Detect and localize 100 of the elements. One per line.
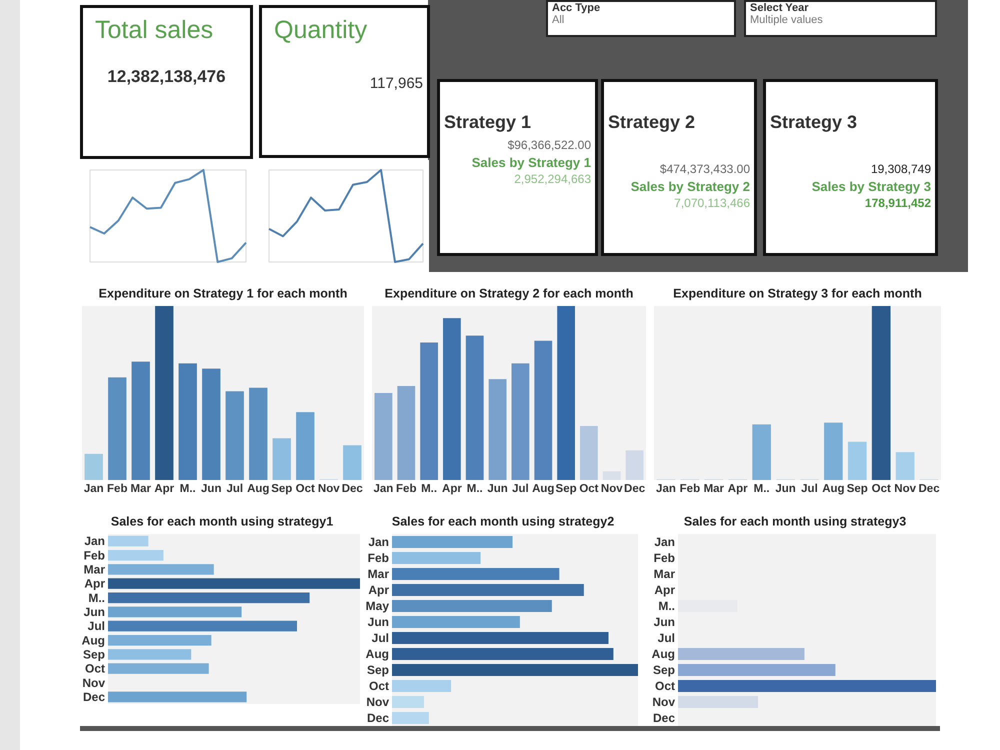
text: 117,965 — [368, 75, 424, 92]
x-tick-label: Dec — [342, 483, 364, 495]
y-tick-label: Sep — [82, 647, 105, 662]
bar — [397, 386, 416, 480]
x-tick-label: Jun — [775, 483, 796, 495]
bar — [155, 306, 174, 480]
y-tick-label: Jan — [654, 535, 675, 549]
y-tick-label: Jun — [368, 615, 389, 629]
x-tick-label: Dec — [918, 483, 940, 495]
bar — [626, 450, 644, 480]
y-tick-label: May — [366, 599, 390, 613]
bar — [108, 536, 148, 546]
bar — [108, 377, 126, 480]
bar — [108, 663, 209, 674]
bar — [678, 696, 758, 708]
y-tick-label: Oct — [84, 662, 105, 676]
y-tick-label: Apr — [368, 583, 390, 597]
x-tick-label: Jul — [512, 483, 529, 495]
text: Select Year — [750, 2, 810, 14]
x-tick-label: Aug — [532, 483, 554, 495]
x-tick-label: M.. — [421, 483, 438, 495]
bar — [84, 454, 103, 480]
bar — [343, 445, 362, 480]
y-tick-label: Jan — [84, 534, 105, 548]
y-tick-label: Dec — [366, 711, 390, 725]
x-tick-label: Sep — [271, 483, 292, 495]
y-tick-label: Mar — [654, 567, 676, 581]
x-tick-label: Mar — [130, 483, 152, 495]
text: All — [552, 14, 566, 26]
bar — [178, 363, 197, 480]
bar — [108, 620, 297, 632]
chart-title: Sales for each month using strategy2 — [392, 514, 614, 528]
x-tick-label: Feb — [396, 483, 416, 495]
text: Strategy 1 — [443, 112, 532, 133]
bar — [678, 680, 936, 692]
x-tick-label: Oct — [872, 483, 891, 495]
bar — [392, 696, 424, 708]
bar — [392, 712, 429, 724]
y-tick-label: Dec — [82, 690, 106, 704]
bar — [296, 412, 314, 480]
text: Acc Type — [552, 2, 602, 14]
bar — [108, 692, 247, 702]
x-tick-label: Sep — [846, 483, 868, 495]
x-tick-label: Jul — [226, 483, 244, 495]
text: Sales by Strategy 2 — [630, 178, 751, 195]
bar — [249, 388, 268, 480]
bar — [580, 426, 598, 480]
x-tick-label: Apr — [442, 483, 462, 495]
y-tick-label: Sep — [366, 663, 389, 677]
y-tick-label: Oct — [368, 679, 389, 693]
y-tick-label: Jun — [654, 615, 675, 629]
bar — [108, 592, 310, 604]
chart-title: Sales for each month using strategy1 — [110, 514, 334, 528]
bar — [466, 336, 484, 480]
y-tick-label: M.. — [88, 590, 105, 605]
bar — [272, 438, 291, 480]
y-tick-label: M.. — [658, 599, 675, 613]
x-tick-label: M.. — [180, 483, 196, 495]
y-tick-label: Aug — [366, 647, 389, 661]
bar — [392, 632, 608, 644]
bar — [108, 606, 242, 618]
text: Multiple values — [750, 14, 824, 26]
text: 178,911,452 — [864, 195, 932, 212]
y-tick-label: Jul — [658, 631, 675, 645]
x-tick-label: Apr — [154, 483, 175, 495]
bar — [824, 422, 843, 480]
bar — [534, 340, 552, 480]
text: Quantity — [273, 15, 368, 45]
text: 12,382,138,476 — [106, 67, 227, 87]
bar — [226, 391, 244, 480]
y-tick-label: Jul — [372, 631, 389, 645]
x-tick-label: Nov — [894, 483, 917, 495]
chart-title: Expenditure on Strategy 3 for each month — [673, 286, 922, 300]
chart-title: Expenditure on Strategy 2 for each month — [384, 286, 634, 300]
bar — [678, 648, 804, 660]
y-tick-label: Sep — [652, 663, 675, 677]
bar — [108, 550, 164, 561]
y-tick-label: Feb — [654, 551, 675, 565]
x-tick-label: Nov — [318, 483, 340, 495]
bar — [678, 664, 836, 676]
bar — [488, 379, 506, 480]
chart-title: Sales for each month using strategy3 — [684, 514, 906, 528]
bar — [108, 649, 192, 660]
x-tick-label: Aug — [822, 483, 845, 495]
text: Total sales — [94, 15, 214, 45]
x-tick-label: Feb — [107, 483, 128, 495]
x-tick-label: M.. — [754, 483, 770, 495]
y-tick-label: Nov — [82, 676, 106, 690]
bar — [420, 342, 438, 480]
x-tick-label: Jun — [487, 483, 508, 495]
bar — [108, 564, 214, 575]
bar — [392, 552, 481, 564]
bar — [896, 452, 914, 480]
bar — [374, 393, 392, 480]
bar — [392, 600, 552, 612]
text: 19,308,749 — [870, 161, 932, 178]
bar — [557, 306, 575, 480]
y-tick-label: Jul — [88, 619, 105, 634]
bar — [872, 306, 891, 480]
x-tick-label: Nov — [600, 483, 624, 495]
